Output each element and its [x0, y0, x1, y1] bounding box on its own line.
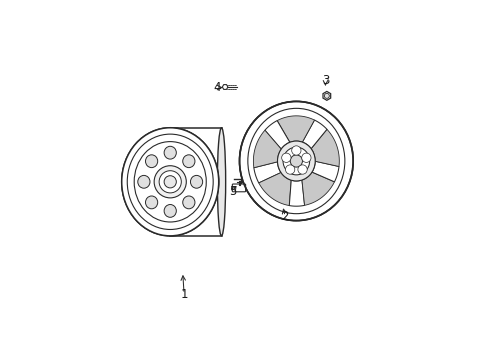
Polygon shape	[222, 85, 227, 89]
Ellipse shape	[138, 175, 150, 188]
Ellipse shape	[122, 128, 218, 236]
Ellipse shape	[122, 128, 218, 236]
Ellipse shape	[164, 146, 176, 159]
Ellipse shape	[247, 108, 344, 214]
FancyBboxPatch shape	[232, 184, 245, 192]
Ellipse shape	[164, 176, 176, 188]
Polygon shape	[302, 120, 326, 149]
Text: 1: 1	[180, 288, 187, 301]
Polygon shape	[253, 162, 281, 183]
Ellipse shape	[145, 155, 157, 168]
Ellipse shape	[159, 171, 181, 193]
Ellipse shape	[297, 165, 306, 174]
Ellipse shape	[285, 165, 294, 174]
Polygon shape	[258, 172, 291, 206]
Ellipse shape	[190, 175, 202, 188]
Polygon shape	[253, 130, 281, 168]
Ellipse shape	[281, 153, 290, 162]
Text: 3: 3	[321, 74, 328, 87]
Polygon shape	[323, 91, 330, 100]
Text: 4: 4	[213, 81, 221, 94]
Ellipse shape	[290, 155, 302, 167]
Ellipse shape	[277, 141, 315, 181]
Ellipse shape	[324, 93, 328, 98]
Polygon shape	[289, 180, 304, 206]
Ellipse shape	[239, 102, 352, 221]
Ellipse shape	[217, 128, 225, 236]
Ellipse shape	[183, 196, 195, 209]
Polygon shape	[239, 102, 298, 221]
Polygon shape	[311, 161, 338, 182]
Ellipse shape	[183, 155, 195, 168]
Ellipse shape	[291, 146, 301, 155]
Ellipse shape	[283, 147, 309, 175]
Polygon shape	[264, 121, 289, 149]
Text: 2: 2	[281, 210, 288, 223]
Polygon shape	[302, 172, 334, 205]
Polygon shape	[277, 116, 314, 142]
Ellipse shape	[164, 204, 176, 217]
Polygon shape	[310, 129, 339, 166]
Text: 5: 5	[228, 185, 236, 198]
Ellipse shape	[145, 196, 157, 209]
Ellipse shape	[301, 153, 310, 162]
Ellipse shape	[154, 166, 186, 198]
